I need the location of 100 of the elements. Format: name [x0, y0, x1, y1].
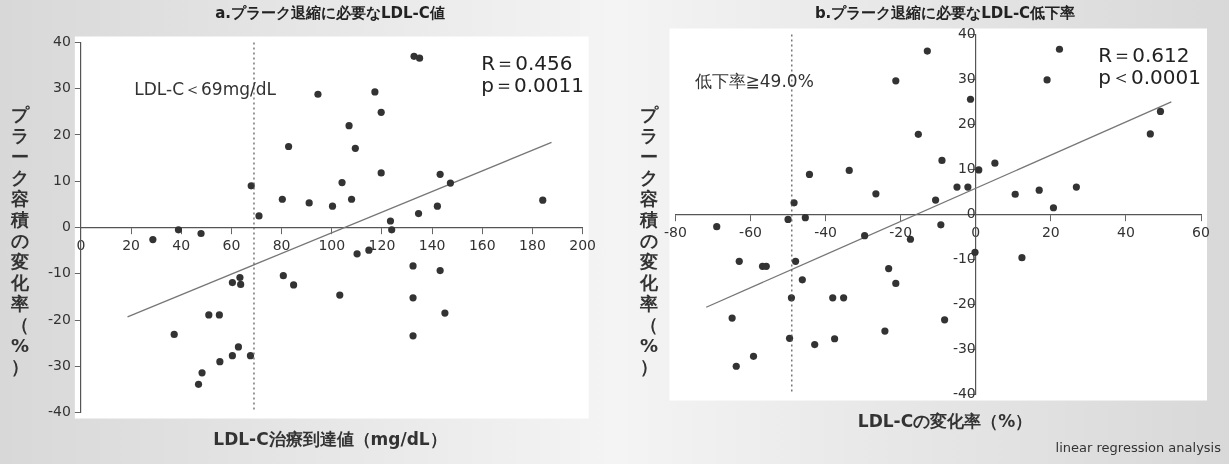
point	[1146, 130, 1154, 138]
point	[845, 166, 853, 174]
point	[377, 108, 385, 116]
x-axis-title: LDL-Cの変化率（%）	[856, 410, 1034, 433]
point	[353, 250, 361, 258]
x-tick-label: 100	[318, 236, 346, 253]
point	[892, 77, 900, 85]
point	[881, 327, 889, 335]
point	[1055, 45, 1064, 53]
point	[314, 90, 322, 98]
point	[347, 195, 356, 203]
x-tick-label: 200	[569, 236, 597, 253]
chart-title: b.プラーク退縮に必要なLDL-C低下率	[813, 4, 1077, 23]
point	[798, 276, 806, 284]
point	[236, 273, 244, 282]
x-tick-label: 180	[519, 236, 546, 253]
point	[194, 380, 203, 388]
point	[861, 232, 869, 240]
point	[1035, 186, 1043, 194]
point	[409, 294, 417, 302]
point	[409, 262, 417, 270]
point	[290, 281, 298, 289]
x-tick-label: 20	[122, 236, 140, 253]
point	[892, 279, 900, 287]
point	[255, 212, 263, 220]
point	[791, 257, 800, 265]
y-tick-label: 20	[53, 125, 71, 142]
point	[1049, 204, 1058, 212]
point	[784, 215, 792, 224]
point	[336, 291, 344, 299]
point	[237, 280, 245, 289]
point	[215, 311, 223, 319]
point	[1156, 107, 1165, 115]
x-tick-label: 20	[1041, 223, 1060, 240]
y-tick-label: -10	[47, 264, 71, 281]
x-tick-label: -40	[814, 223, 838, 240]
point	[790, 199, 798, 207]
point	[975, 166, 983, 174]
point	[811, 341, 819, 349]
y-tick-label: 40	[957, 25, 976, 42]
point	[732, 362, 740, 370]
ref-line-label: LDL-C＜69mg/dL	[134, 78, 277, 99]
point	[938, 156, 946, 165]
text: プラーク容積の変化率（%）	[10, 103, 30, 377]
point	[205, 311, 213, 319]
annotation: R＝0.612	[1098, 43, 1191, 67]
chart-title: a.プラーク退縮に必要なLDL-C値	[214, 4, 446, 23]
point	[749, 352, 758, 360]
x-tick-label: 160	[468, 236, 496, 253]
y-tick-label: -10	[952, 250, 976, 267]
point	[170, 330, 178, 338]
y-tick-label: -20	[47, 310, 71, 327]
point	[923, 47, 931, 55]
point	[246, 352, 255, 360]
point	[305, 199, 313, 207]
point	[964, 183, 972, 191]
annotation: R＝0.456	[481, 51, 574, 75]
x-tick-label: -20	[889, 223, 913, 240]
x-tick-label: 120	[368, 236, 396, 253]
x-tick-label: 80	[272, 236, 291, 253]
y-tick-label: 10	[53, 171, 71, 188]
point	[1018, 254, 1026, 262]
y-tick-label: 40	[53, 33, 71, 50]
point	[197, 229, 205, 238]
point	[785, 334, 794, 342]
x-tick-label: 60	[1192, 223, 1210, 240]
point	[285, 142, 293, 151]
point	[345, 122, 353, 130]
point	[328, 202, 337, 210]
point	[941, 316, 949, 324]
point	[409, 332, 417, 340]
x-tick-label: 60	[222, 236, 241, 253]
point	[966, 95, 975, 103]
point	[953, 183, 961, 191]
annotation: p＜0.0001	[1098, 65, 1201, 89]
point	[149, 235, 157, 244]
y-tick-label: -30	[47, 356, 71, 373]
x-tick-label: 140	[418, 236, 446, 253]
point	[840, 294, 848, 302]
point	[174, 226, 183, 234]
point	[937, 221, 945, 229]
y-tick-label: -40	[47, 403, 71, 420]
y-tick-label: -20	[952, 295, 976, 312]
point	[991, 159, 999, 167]
point	[539, 196, 547, 204]
x-axis-title: LDL-C治療到達値（mg/dL）	[212, 428, 448, 451]
point	[414, 210, 423, 218]
point	[1043, 76, 1051, 84]
y-tick-label: 20	[957, 115, 976, 132]
point	[351, 144, 359, 152]
point	[234, 343, 243, 351]
annotation: p＝0.0011	[481, 73, 584, 97]
point	[388, 226, 396, 234]
point	[831, 335, 839, 343]
x-tick-label: -80	[664, 223, 687, 240]
point	[198, 369, 206, 377]
point	[914, 130, 922, 138]
point	[805, 170, 814, 179]
x-tick-label: -60	[739, 223, 762, 240]
y-tick-label: 10	[957, 160, 976, 177]
